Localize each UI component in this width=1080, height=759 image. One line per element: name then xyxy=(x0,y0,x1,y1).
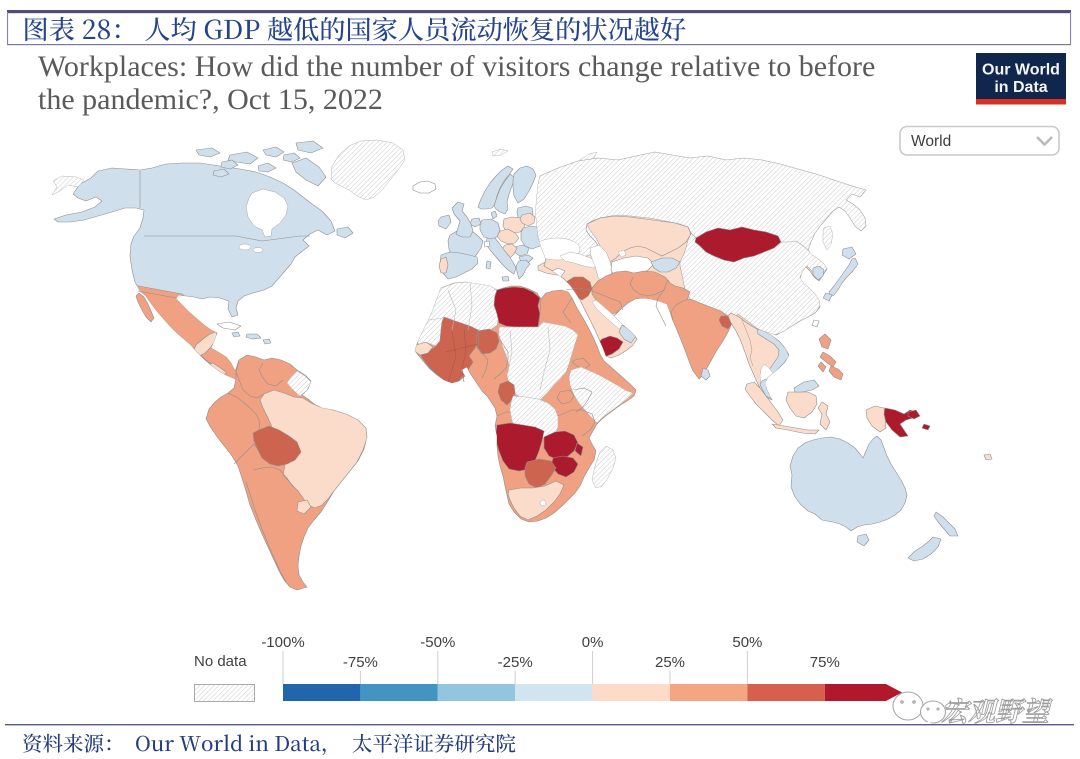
svg-text:75%: 75% xyxy=(810,654,840,671)
svg-text:No data: No data xyxy=(194,653,247,670)
svg-text:-100%: -100% xyxy=(261,634,304,651)
svg-text:the pandemic?, Oct 15, 2022: the pandemic?, Oct 15, 2022 xyxy=(38,83,383,116)
svg-text:-50%: -50% xyxy=(420,634,455,651)
svg-text:in Data: in Data xyxy=(994,79,1047,96)
svg-text:Our World: Our World xyxy=(982,62,1060,79)
svg-text:-75%: -75% xyxy=(343,654,378,671)
svg-text:50%: 50% xyxy=(732,634,762,651)
svg-text:0%: 0% xyxy=(582,634,604,651)
svg-text:Workplaces: How did the number: Workplaces: How did the number of visito… xyxy=(38,50,875,83)
svg-text:-25%: -25% xyxy=(498,654,533,671)
svg-text:25%: 25% xyxy=(655,654,685,671)
svg-text:World: World xyxy=(911,133,951,150)
